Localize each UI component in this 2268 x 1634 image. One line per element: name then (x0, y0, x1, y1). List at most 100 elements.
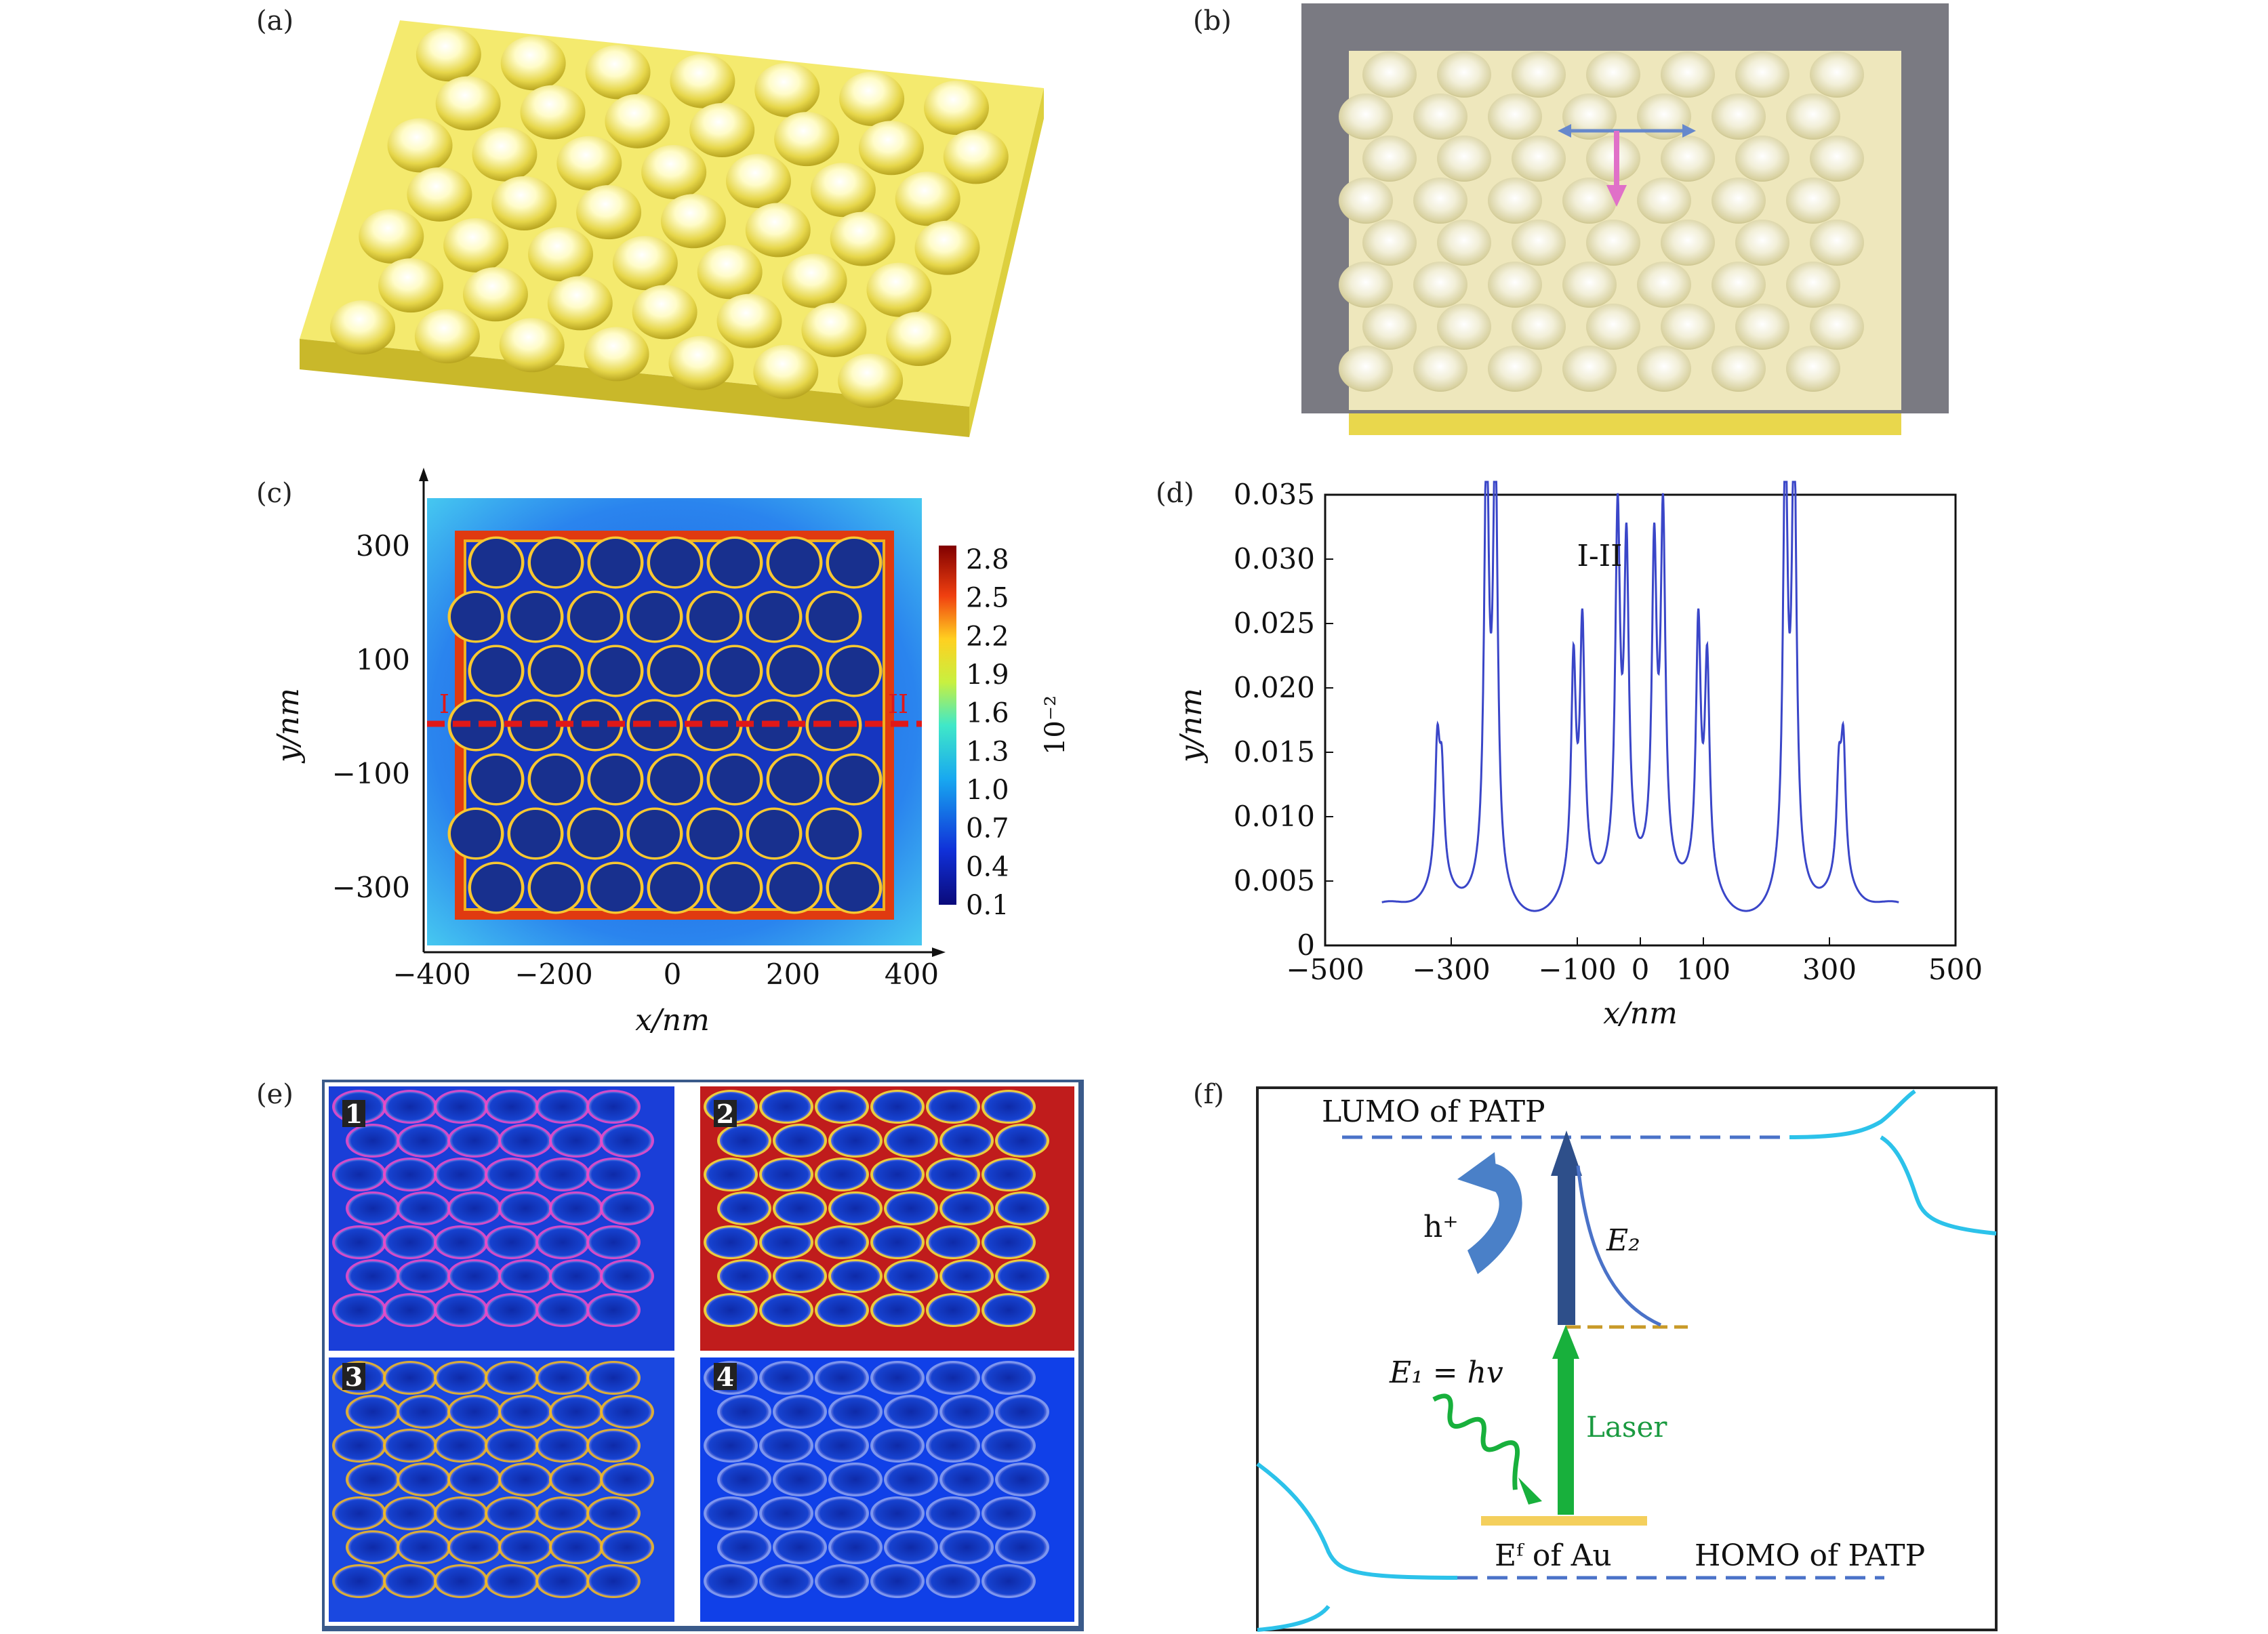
disk (720, 1465, 769, 1494)
disk (942, 1397, 991, 1427)
disk (929, 1160, 977, 1189)
disk (998, 1193, 1047, 1223)
laser-arrow (1558, 1355, 1574, 1515)
hemisphere (716, 293, 782, 348)
x-tick-label: 500 (1928, 953, 1983, 986)
homo-label: HOMO of PATP (1695, 1538, 1925, 1573)
hemisphere (782, 253, 847, 308)
disk (589, 1295, 638, 1325)
hemisphere (547, 276, 613, 331)
diagram-frame (1256, 1086, 1998, 1631)
x-tick-label: 300 (1802, 953, 1857, 986)
nanodisk (471, 539, 521, 586)
y-tick-label: 0 (1297, 928, 1315, 962)
hemisphere (810, 163, 876, 218)
disk (817, 1160, 866, 1189)
disk (552, 1126, 601, 1156)
plate-front-edge (300, 339, 969, 437)
hemisphere (1661, 136, 1715, 182)
hemisphere (1735, 136, 1789, 182)
disk (873, 1160, 922, 1189)
disk (603, 1465, 651, 1494)
nanodisk (809, 701, 859, 749)
disk (335, 1160, 384, 1189)
disk (873, 1363, 922, 1393)
nanodisk (451, 593, 501, 640)
hemisphere-array (330, 27, 1009, 408)
hemisphere (1786, 262, 1840, 308)
colorbar-tick: 2.8 (966, 544, 1009, 575)
nanodisk (590, 539, 641, 586)
disk (873, 1431, 922, 1461)
disk (603, 1532, 651, 1562)
nanodisk (630, 593, 680, 640)
disk (929, 1498, 977, 1528)
hemisphere (1586, 136, 1640, 182)
hemisphere (1413, 94, 1467, 140)
hemisphere (1413, 346, 1467, 392)
disk (984, 1160, 1033, 1189)
disk (399, 1397, 448, 1427)
hemisphere (472, 127, 538, 182)
disk (538, 1566, 587, 1596)
colorbar-unit: 10⁻² (1040, 695, 1071, 755)
disk (942, 1126, 991, 1156)
disk (386, 1295, 434, 1325)
y-axis-label: y/nm (271, 688, 306, 764)
xtick-m400: −400 (392, 958, 470, 991)
disk (984, 1566, 1033, 1596)
disk (817, 1092, 866, 1122)
y-tick-label: 0.005 (1234, 864, 1315, 897)
ytick-m100: −100 (332, 757, 410, 790)
disk (762, 1566, 811, 1596)
disk (450, 1193, 499, 1223)
hemisphere (1562, 178, 1617, 224)
hemisphere (1512, 52, 1566, 98)
panel-a-plate (300, 20, 1044, 437)
hemisphere (1735, 220, 1789, 266)
disk (706, 1227, 755, 1257)
y-tick-label: 0.035 (1234, 478, 1315, 511)
field-tile-3 (329, 1357, 674, 1622)
disk (399, 1261, 448, 1291)
nanodisk (809, 593, 859, 640)
hemisphere (689, 102, 755, 157)
disk (984, 1498, 1033, 1528)
colorbar-tick: 1.6 (966, 698, 1009, 729)
plot-frame (1324, 493, 1957, 947)
hemisphere (830, 211, 895, 266)
disk (831, 1193, 880, 1223)
field-tile-2 (700, 1086, 1074, 1351)
hemisphere (378, 258, 444, 313)
cut-label-ii: II (888, 689, 908, 719)
hole-curved-arrow (1467, 1162, 1522, 1274)
disk (762, 1363, 811, 1393)
field-tile-1 (329, 1086, 674, 1351)
disk (706, 1498, 755, 1528)
hemisphere (858, 121, 924, 176)
x-axis-label: x/nm (1603, 996, 1678, 1031)
tile-number-2: 2 (716, 1099, 734, 1129)
hemisphere (1413, 262, 1467, 308)
disk (998, 1532, 1047, 1562)
disk (437, 1295, 485, 1325)
plate-side-edge (969, 88, 1044, 437)
nanodisk (829, 539, 879, 586)
nanodisk (809, 810, 859, 857)
hemisphere (612, 236, 678, 291)
xtick-400: 400 (885, 958, 939, 991)
disk (335, 1566, 384, 1596)
disk (538, 1160, 587, 1189)
nanodisk (471, 864, 521, 912)
nanodisk (570, 593, 620, 640)
hemisphere (462, 267, 528, 322)
disk (589, 1363, 638, 1393)
disk (589, 1431, 638, 1461)
hemisphere (1637, 178, 1691, 224)
disk (348, 1465, 397, 1494)
nanodisk (829, 864, 879, 912)
disk (501, 1261, 550, 1291)
cut-label-i: I (439, 689, 449, 719)
x-tick-label: 100 (1676, 953, 1730, 986)
disk (984, 1295, 1033, 1325)
